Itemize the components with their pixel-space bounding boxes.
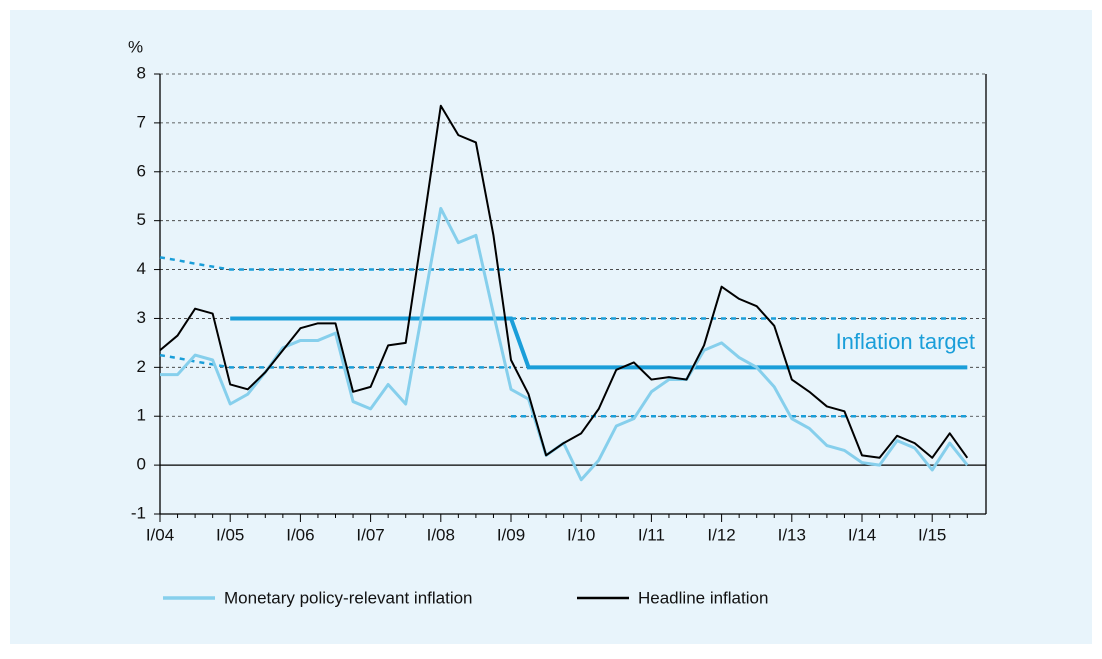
x-tick-label: I/12 [707,525,735,544]
x-tick-label: I/14 [848,525,876,544]
y-tick-label: -1 [131,503,146,522]
y-tick-label: 7 [137,112,146,131]
y-tick-label: 6 [137,161,146,180]
x-tick-label: I/08 [427,525,455,544]
x-tick-label: I/15 [918,525,946,544]
legend-label: Headline inflation [638,588,768,607]
y-tick-label: 4 [137,259,146,278]
x-tick-label: I/04 [146,525,174,544]
y-tick-label: 3 [137,308,146,327]
y-tick-label: 0 [137,455,146,474]
x-tick-label: I/11 [638,525,665,544]
legend-label: Monetary policy-relevant inflation [224,588,473,607]
y-tick-label: 1 [137,406,146,425]
x-tick-label: I/06 [286,525,314,544]
x-tick-label: I/10 [567,525,595,544]
x-tick-label: I/09 [497,525,525,544]
x-tick-label: I/07 [356,525,384,544]
target-label: Inflation target [836,329,975,354]
target-line [230,316,968,370]
x-tick-label: I/05 [216,525,244,544]
y-tick-label: 2 [137,357,146,376]
y-tick-label: 8 [137,63,146,82]
x-tick-label: I/13 [778,525,806,544]
tolerance-band [159,353,511,369]
y-tick-label: 5 [137,210,146,229]
series-line [159,104,969,459]
y-axis-label: % [128,37,143,56]
background [10,10,1092,644]
tolerance-band [159,256,511,271]
